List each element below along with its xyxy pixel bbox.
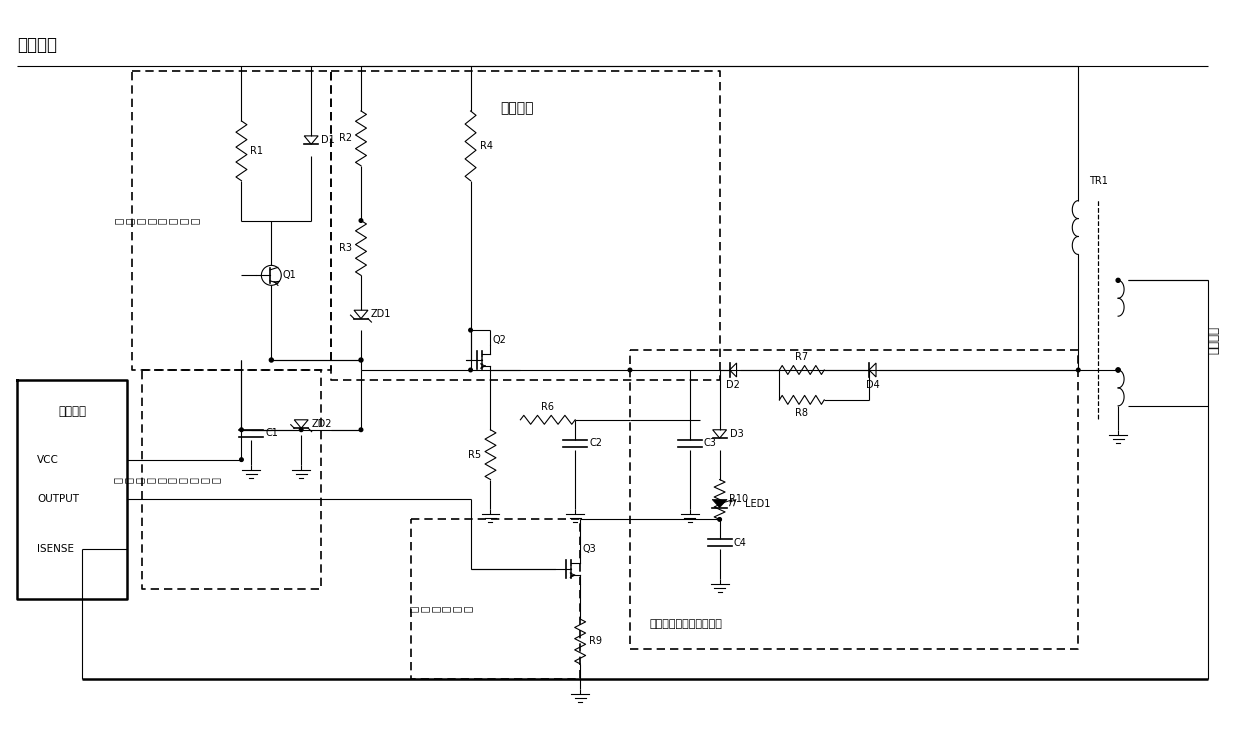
- Text: R1: R1: [250, 146, 263, 156]
- Circle shape: [1116, 368, 1120, 372]
- Circle shape: [360, 219, 363, 222]
- Text: Q2: Q2: [492, 335, 506, 345]
- Text: R3: R3: [339, 243, 352, 253]
- Text: Q3: Q3: [582, 545, 596, 554]
- Circle shape: [469, 368, 472, 372]
- Text: C3: C3: [703, 438, 717, 448]
- Text: R7: R7: [795, 352, 808, 362]
- Text: LED1: LED1: [745, 498, 770, 509]
- Circle shape: [360, 428, 363, 432]
- Text: ZD1: ZD1: [371, 310, 392, 319]
- Circle shape: [299, 428, 303, 432]
- Text: C1: C1: [265, 428, 278, 438]
- Circle shape: [360, 358, 363, 362]
- Text: 母线电压: 母线电压: [17, 36, 57, 54]
- Text: R8: R8: [795, 408, 808, 418]
- Text: C2: C2: [589, 438, 603, 448]
- Circle shape: [1116, 368, 1120, 372]
- Text: ISENSE: ISENSE: [37, 545, 74, 554]
- Circle shape: [239, 458, 243, 462]
- Text: OUTPUT: OUTPUT: [37, 495, 79, 504]
- Circle shape: [239, 428, 243, 432]
- Text: R5: R5: [469, 450, 481, 459]
- Text: D1: D1: [321, 135, 335, 145]
- Text: R6: R6: [542, 401, 554, 412]
- Text: D3: D3: [729, 429, 743, 439]
- Text: ZD2: ZD2: [311, 419, 331, 429]
- Text: TR1: TR1: [1089, 175, 1107, 186]
- Circle shape: [469, 328, 472, 332]
- Text: D4: D4: [866, 380, 879, 390]
- Text: R2: R2: [339, 134, 352, 143]
- Text: 变压器副边绕组供电模块: 变压器副边绕组供电模块: [650, 619, 723, 629]
- Circle shape: [269, 358, 273, 362]
- Text: 切换模块: 切换模块: [501, 101, 534, 115]
- Text: 供
电
控
制
模
块: 供 电 控 制 模 块: [409, 606, 472, 612]
- Text: R4: R4: [480, 141, 492, 151]
- Text: 控制芯片: 控制芯片: [58, 405, 86, 418]
- Text: VCC: VCC: [37, 454, 60, 465]
- Text: 整流输出: 整流输出: [1208, 326, 1220, 354]
- Text: Q1: Q1: [283, 270, 296, 280]
- Text: 母
线
电
压
供
电
模
块: 母 线 电 压 供 电 模 块: [114, 217, 200, 224]
- Circle shape: [718, 517, 722, 521]
- Circle shape: [1076, 368, 1080, 372]
- Text: R9: R9: [589, 636, 603, 647]
- Circle shape: [1116, 278, 1120, 283]
- Text: D2: D2: [727, 380, 740, 390]
- Text: 控
制
芯
片
电
源
稳
压
模
块: 控 制 芯 片 电 源 稳 压 模 块: [113, 476, 221, 482]
- Polygon shape: [712, 500, 727, 508]
- Text: R10: R10: [729, 495, 748, 504]
- Circle shape: [629, 368, 631, 372]
- Text: C4: C4: [734, 538, 746, 548]
